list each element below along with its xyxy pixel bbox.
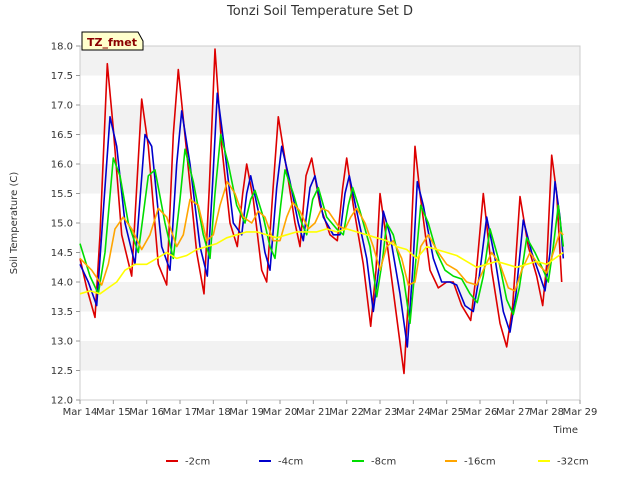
x-tick-label: Mar 17 <box>163 407 198 418</box>
grid-band <box>80 370 580 400</box>
grid-band <box>80 282 580 312</box>
y-tick-label: 17.5 <box>51 71 73 82</box>
grid-band <box>80 134 580 164</box>
y-tick-label: 14.0 <box>51 278 73 289</box>
series-line-m16cm <box>79 180 564 292</box>
y-tick-label: 13.0 <box>51 337 73 348</box>
x-axis-label: Time <box>553 425 578 436</box>
grid-band <box>80 75 580 105</box>
series-line-m32cm <box>79 228 564 295</box>
grid-bands <box>80 46 580 400</box>
grid-band <box>80 311 580 341</box>
x-tick-label: Mar 28 <box>529 407 564 418</box>
x-tick-label: Mar 25 <box>429 407 464 418</box>
x-tick-label: Mar 19 <box>229 407 264 418</box>
y-axis-label: Soil Temperature (C) <box>9 172 20 275</box>
y-tick-label: 15.5 <box>51 189 73 200</box>
y-tick-label: 18.0 <box>51 42 73 53</box>
legend-label: -16cm <box>464 457 496 468</box>
legend-label: -4cm <box>278 457 303 468</box>
grid-band <box>80 341 580 371</box>
x-tick-label: Mar 18 <box>196 407 231 418</box>
y-tick-label: 17.0 <box>51 101 73 112</box>
y-tick-label: 15.0 <box>51 219 73 230</box>
legend-label: -32cm <box>557 457 589 468</box>
y-axis: 12.0 12.5 13.0 13.5 14.0 14.5 15.0 15.5 16.0 16.5… <box>51 42 80 407</box>
x-tick-label: Mar 16 <box>129 407 164 418</box>
x-tick-label: Mar 22 <box>329 407 364 418</box>
grid-band <box>80 46 580 76</box>
badge-label: TZ_fmet <box>87 36 137 49</box>
chart-title: Tonzi Soil Temperature Set D <box>226 4 413 19</box>
y-tick-label: 14.5 <box>51 248 73 259</box>
x-tick-label: Mar 23 <box>363 407 398 418</box>
y-tick-label: 16.5 <box>51 130 73 141</box>
x-tick-label: Mar 14 <box>63 407 98 418</box>
x-tick-label: Mar 27 <box>496 407 531 418</box>
series-line-m8cm <box>79 133 565 325</box>
y-tick-label: 16.0 <box>51 160 73 171</box>
legend: -2cm -4cm -8cm -16cm -32cm <box>166 457 589 468</box>
x-tick-label: Mar 24 <box>396 407 431 418</box>
badge-box <box>81 31 144 51</box>
x-tick-label: Mar 15 <box>96 407 131 418</box>
x-tick-label: Mar 26 <box>463 407 498 418</box>
y-tick-label: 12.5 <box>51 366 73 377</box>
x-tick-label: Mar 20 <box>263 407 298 418</box>
grid-band <box>80 105 580 135</box>
x-tick-label: Mar 29 <box>563 407 598 418</box>
station-badge: TZ_fmet <box>81 31 144 51</box>
grid-band <box>80 164 580 194</box>
series-line-m4cm <box>79 92 565 348</box>
x-tick-label: Mar 21 <box>296 407 331 418</box>
y-tick-label: 12.0 <box>51 396 73 407</box>
series-lines <box>79 48 565 375</box>
legend-label: -8cm <box>371 457 396 468</box>
y-tick-label: 13.5 <box>51 307 73 318</box>
legend-label: -2cm <box>185 457 210 468</box>
